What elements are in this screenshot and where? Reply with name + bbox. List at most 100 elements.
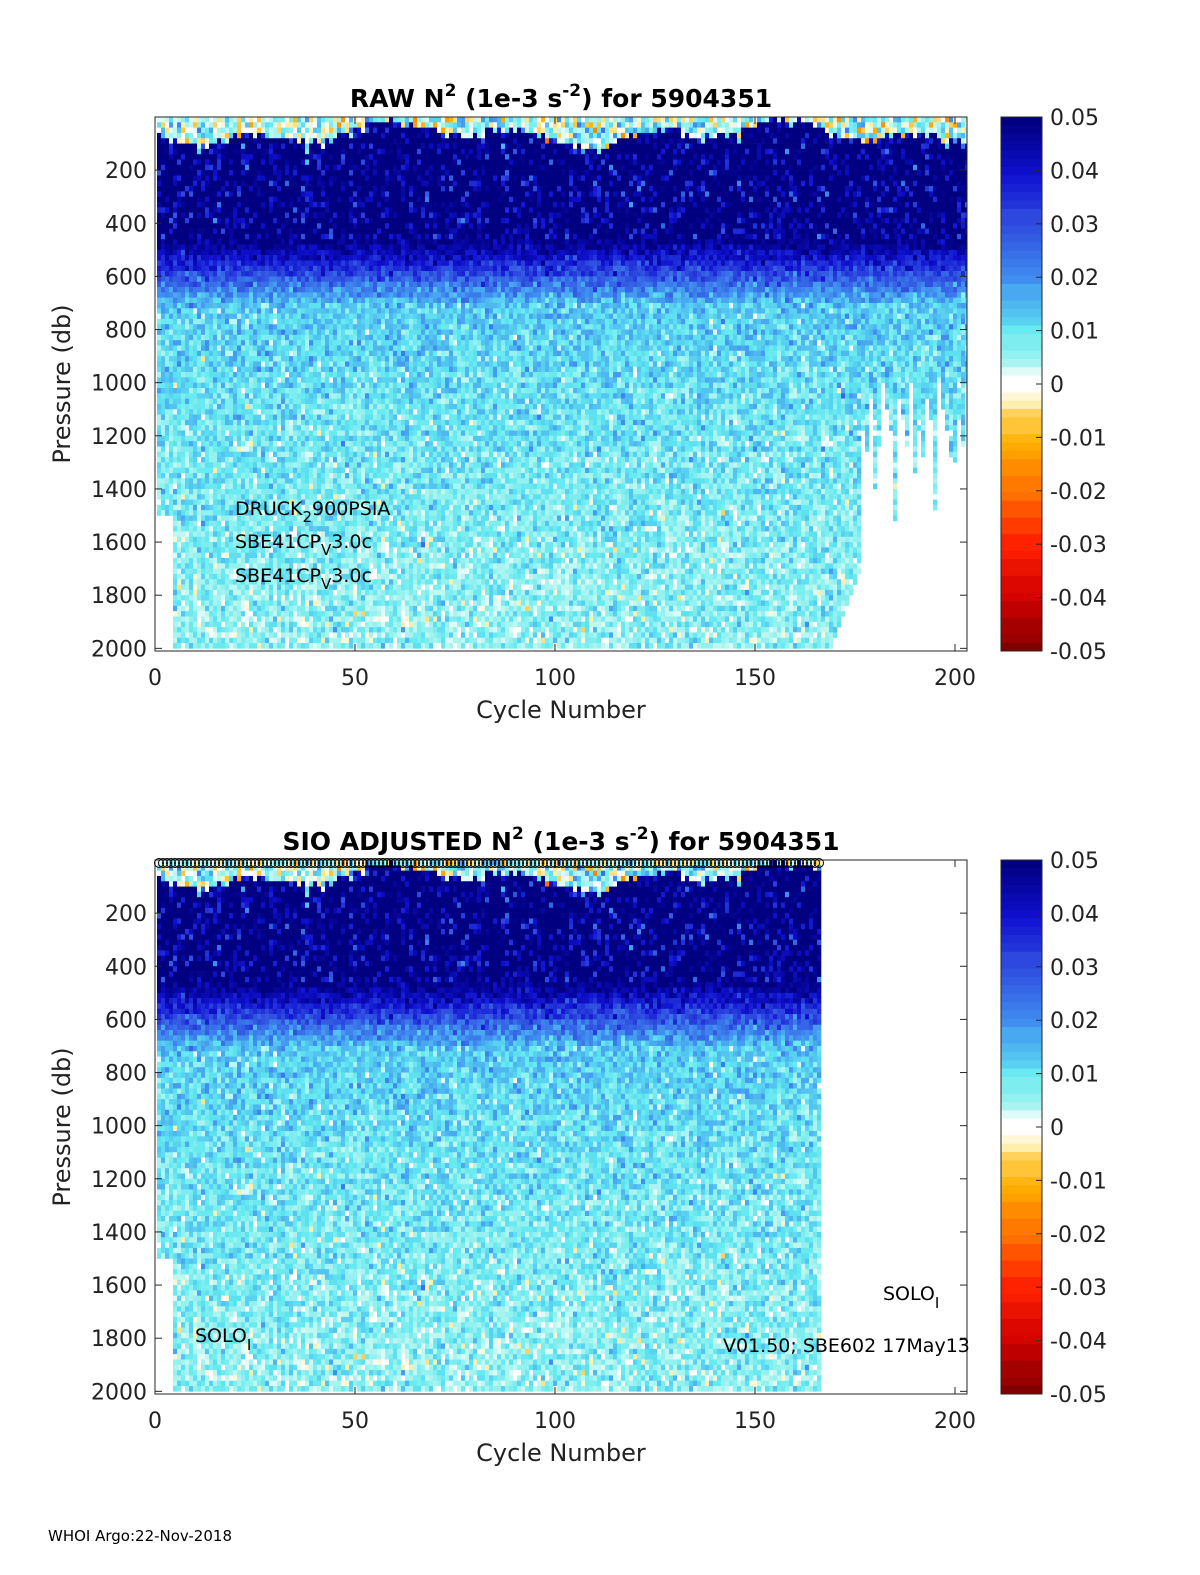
heatmap-cell bbox=[333, 143, 338, 150]
heatmap-cell bbox=[177, 329, 182, 336]
heatmap-cell bbox=[301, 148, 306, 155]
heatmap-cell bbox=[349, 616, 354, 623]
heatmap-cell bbox=[169, 186, 174, 192]
heatmap-cell bbox=[197, 127, 202, 134]
heatmap-cell bbox=[201, 249, 206, 256]
heatmap-cell bbox=[281, 377, 286, 383]
heatmap-cell bbox=[293, 345, 298, 352]
heatmap-cell bbox=[297, 244, 302, 251]
heatmap-cell bbox=[261, 600, 266, 607]
heatmap-cell bbox=[253, 143, 258, 150]
heatmap-cell bbox=[325, 255, 330, 261]
heatmap-cell bbox=[189, 260, 194, 267]
heatmap-cell bbox=[341, 579, 346, 585]
heatmap-cell bbox=[349, 324, 354, 330]
heatmap-cell bbox=[313, 148, 318, 155]
heatmap-cell bbox=[213, 409, 218, 415]
heatmap-cell bbox=[193, 244, 198, 251]
heatmap-cell bbox=[257, 313, 262, 320]
heatmap-cell bbox=[297, 627, 302, 633]
heatmap-cell bbox=[193, 324, 198, 330]
heatmap-cell bbox=[333, 313, 338, 320]
heatmap-cell bbox=[293, 488, 298, 495]
heatmap-cell bbox=[309, 600, 314, 607]
heatmap-cell bbox=[261, 276, 266, 283]
heatmap-cell bbox=[165, 244, 170, 251]
heatmap-cell bbox=[221, 536, 226, 543]
heatmap-cell bbox=[185, 632, 190, 639]
heatmap-cell bbox=[261, 510, 266, 516]
heatmap-cell bbox=[233, 255, 238, 261]
heatmap-cell bbox=[225, 228, 230, 235]
heatmap-cell bbox=[305, 504, 310, 511]
heatmap-cell bbox=[317, 329, 322, 336]
heatmap-cell bbox=[237, 536, 242, 543]
heatmap-cell bbox=[241, 483, 246, 490]
heatmap-cell bbox=[173, 180, 178, 187]
heatmap-cell bbox=[193, 419, 198, 426]
heatmap-cell bbox=[237, 175, 242, 182]
heatmap-cell bbox=[237, 558, 242, 564]
heatmap-cell bbox=[221, 361, 226, 368]
heatmap-cell bbox=[293, 271, 298, 277]
heatmap-cell bbox=[193, 627, 198, 633]
heatmap-cell bbox=[205, 632, 210, 639]
heatmap-cell bbox=[161, 159, 166, 166]
heatmap-cell bbox=[173, 467, 178, 474]
heatmap-cell bbox=[221, 621, 226, 628]
heatmap-cell bbox=[185, 329, 190, 336]
heatmap-cell bbox=[297, 637, 302, 644]
heatmap-cell bbox=[189, 308, 194, 314]
heatmap-cell bbox=[353, 260, 358, 267]
heatmap-cell bbox=[261, 164, 266, 171]
heatmap-cell bbox=[281, 542, 286, 548]
heatmap-cell bbox=[277, 329, 282, 336]
heatmap-cell bbox=[289, 393, 294, 399]
heatmap-cell bbox=[181, 127, 186, 134]
heatmap-cell bbox=[349, 520, 354, 527]
heatmap-cell bbox=[237, 281, 242, 288]
heatmap-cell bbox=[305, 552, 310, 559]
heatmap-cell bbox=[245, 196, 250, 203]
heatmap-cell bbox=[349, 531, 354, 538]
heatmap-cell bbox=[249, 425, 254, 431]
heatmap-cell bbox=[293, 419, 298, 426]
heatmap-cell bbox=[281, 260, 286, 267]
heatmap-cell bbox=[337, 462, 342, 468]
heatmap-cell bbox=[233, 372, 238, 378]
heatmap-cell bbox=[217, 611, 222, 617]
heatmap-cell bbox=[345, 345, 350, 352]
heatmap-cell bbox=[309, 403, 314, 410]
heatmap-cell bbox=[321, 430, 326, 437]
heatmap-cell bbox=[213, 132, 218, 139]
heatmap-cell bbox=[353, 271, 358, 277]
heatmap-cell bbox=[277, 159, 282, 166]
heatmap-cell bbox=[349, 568, 354, 575]
heatmap-cell bbox=[225, 244, 230, 251]
heatmap-cell bbox=[273, 393, 278, 399]
heatmap-cell bbox=[177, 132, 182, 139]
heatmap-cell bbox=[245, 531, 250, 538]
heatmap-cell bbox=[285, 260, 290, 267]
heatmap-cell bbox=[349, 605, 354, 612]
heatmap-cell bbox=[313, 616, 318, 623]
heatmap-cell bbox=[225, 637, 230, 644]
heatmap-cell bbox=[221, 520, 226, 527]
heatmap-cell bbox=[249, 616, 254, 623]
heatmap-cell bbox=[341, 403, 346, 410]
heatmap-cell bbox=[313, 361, 318, 368]
heatmap-cell bbox=[189, 584, 194, 591]
heatmap-cell bbox=[193, 202, 198, 208]
heatmap-cell bbox=[217, 361, 222, 368]
heatmap-cell bbox=[209, 595, 214, 601]
heatmap-cell bbox=[321, 297, 326, 304]
heatmap-cell bbox=[173, 202, 178, 208]
heatmap-cell bbox=[265, 334, 270, 341]
heatmap-cell bbox=[325, 122, 330, 128]
heatmap-cell bbox=[273, 616, 278, 623]
heatmap-cell bbox=[193, 393, 198, 399]
heatmap-cell bbox=[233, 292, 238, 298]
heatmap-cell bbox=[297, 356, 302, 362]
heatmap-cell bbox=[205, 308, 210, 314]
heatmap-cell bbox=[221, 430, 226, 437]
